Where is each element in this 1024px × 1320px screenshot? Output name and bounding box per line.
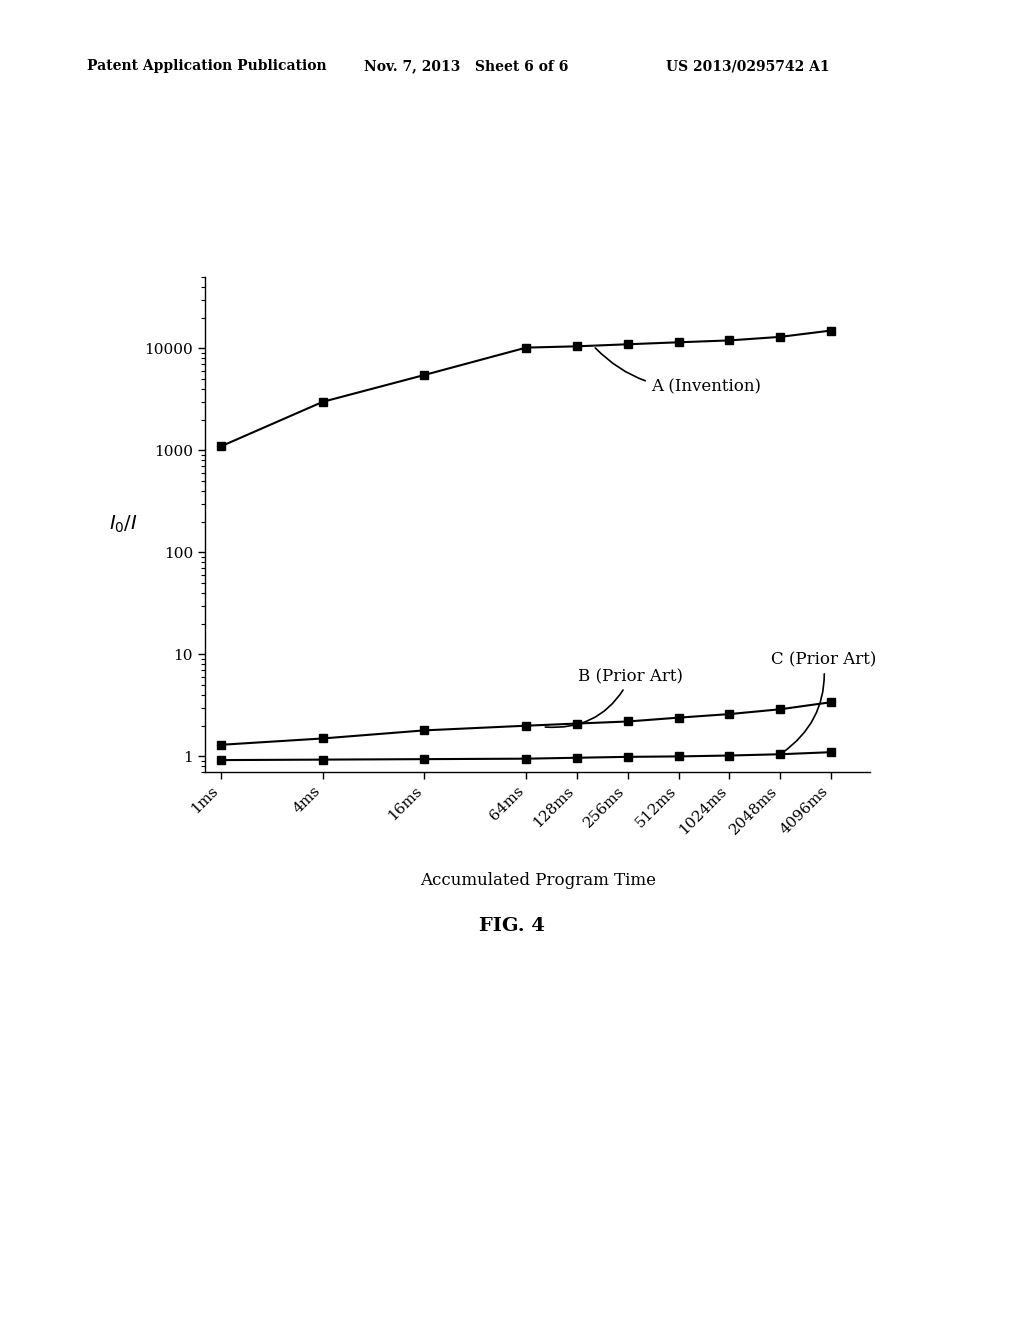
Text: C (Prior Art): C (Prior Art) [771,651,877,752]
Text: A (Invention): A (Invention) [595,348,761,395]
X-axis label: Accumulated Program Time: Accumulated Program Time [420,871,655,888]
Y-axis label: $I_0/I$: $I_0/I$ [109,513,138,536]
Text: Patent Application Publication: Patent Application Publication [87,59,327,74]
Text: B (Prior Art): B (Prior Art) [545,668,683,727]
Text: Nov. 7, 2013   Sheet 6 of 6: Nov. 7, 2013 Sheet 6 of 6 [364,59,568,74]
Text: FIG. 4: FIG. 4 [479,917,545,936]
Text: US 2013/0295742 A1: US 2013/0295742 A1 [666,59,829,74]
